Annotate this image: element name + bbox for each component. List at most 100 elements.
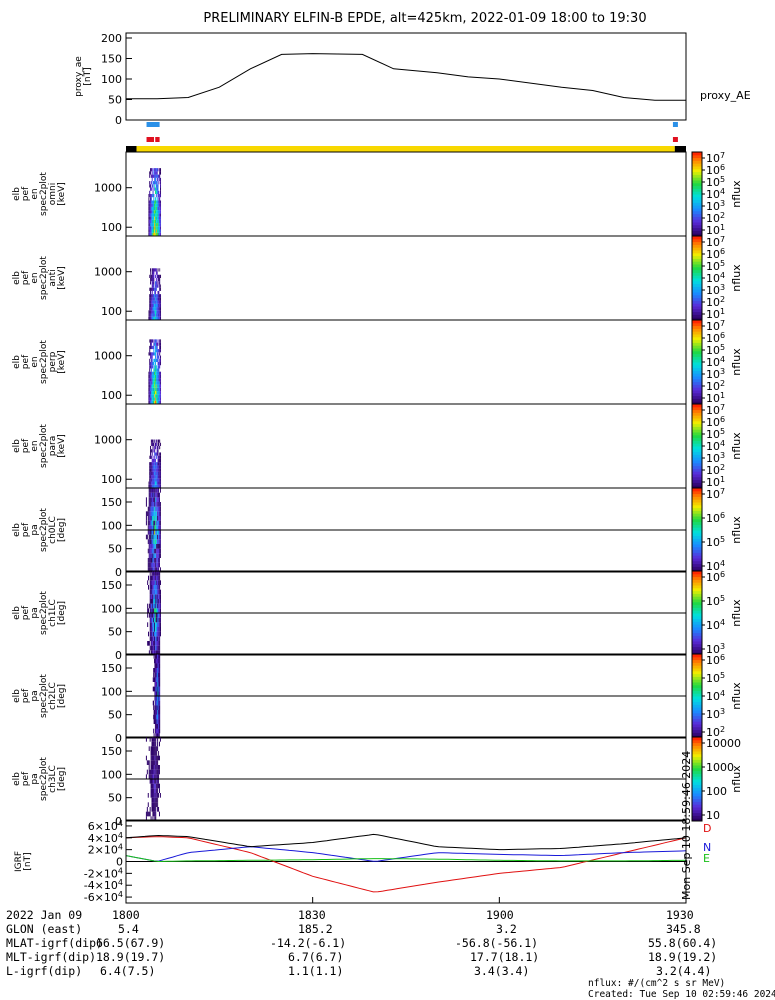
spectrogram-cell	[157, 622, 159, 627]
spectrogram-cell	[157, 339, 159, 343]
colorbar-segment	[692, 255, 702, 259]
spectrogram-cell	[152, 502, 154, 507]
spectrogram-cell	[152, 603, 154, 609]
spectrogram-cell	[152, 313, 154, 317]
spectrogram-cell	[156, 484, 158, 488]
spectrogram-cell	[158, 391, 160, 395]
spectrogram-cell	[150, 497, 152, 502]
spectrogram-cell	[150, 391, 152, 395]
igrf-line-D	[125, 836, 687, 893]
spectrogram-cell	[154, 617, 156, 623]
spectrogram-cell	[159, 362, 161, 366]
colorbar-segment	[692, 311, 702, 315]
spectrogram-cell	[150, 774, 152, 779]
spectrogram-cell	[154, 617, 155, 623]
spectrogram-cell	[156, 617, 158, 623]
spectrogram-cell	[152, 760, 154, 765]
footer-row-name: GLON (east)	[6, 922, 83, 936]
colorbar-segment	[692, 359, 702, 363]
spectrogram-cell	[159, 358, 161, 362]
spectrogram-cell	[150, 575, 152, 581]
spectrogram-cell	[155, 349, 157, 353]
colorbar-segment	[692, 392, 702, 397]
spectrogram-cell	[156, 608, 158, 613]
spectrogram-cell	[155, 303, 157, 308]
spectrogram-cell	[153, 442, 155, 446]
spectrogram-cell	[152, 213, 154, 217]
spectrogram-cell	[155, 465, 157, 469]
spectrogram-cell	[150, 352, 152, 356]
igrf-legend-N: N	[703, 841, 711, 854]
ytick-label: 150	[101, 662, 122, 675]
spectrogram-cell	[147, 567, 149, 572]
spectrogram-cell	[150, 641, 152, 646]
spectrogram-cell	[149, 603, 151, 609]
spectrogram-cell	[159, 219, 161, 224]
spectrogram-cell	[151, 203, 153, 207]
spectrogram-cell	[158, 232, 160, 236]
spectrogram-cell	[157, 797, 159, 803]
spectrogram-cell	[150, 213, 152, 217]
spectrogram-cell	[159, 793, 161, 798]
spectrogram-cell	[154, 506, 156, 512]
spectrogram-cell	[150, 355, 152, 359]
spectrogram-cell	[155, 232, 157, 236]
spectrogram-cell	[158, 206, 160, 211]
spectrogram-cell	[154, 807, 156, 812]
spectrogram-cell	[154, 755, 156, 761]
spectrogram-cell	[158, 575, 160, 581]
panel-ylabel: elb pef pa spec2plot ch0LC [deg]	[12, 508, 67, 552]
spectrogram-cell	[152, 585, 154, 590]
spectrogram-cell	[145, 737, 147, 742]
spectrogram-cell	[159, 580, 161, 585]
spectrogram-cell	[147, 530, 149, 535]
spectrogram-cell	[153, 672, 155, 678]
spectrogram-cell	[158, 387, 160, 392]
spectrogram-cell	[149, 475, 151, 479]
spectrogram-cell	[151, 645, 153, 651]
spectrogram-cell	[158, 197, 160, 201]
spectrogram-cell	[160, 274, 162, 278]
colorbar-tick-label: 102	[706, 725, 725, 739]
spectrogram-cell	[154, 603, 156, 609]
ytick-label: -2×104	[84, 866, 123, 880]
colorbar-segment	[692, 773, 702, 777]
colorbar-segment	[692, 325, 702, 329]
spectrogram-cell	[154, 636, 155, 641]
igrf-ylabel: IGRF [nT]	[14, 851, 33, 872]
ylabel-line: [keV]	[57, 350, 67, 374]
spectrogram-cell	[158, 594, 160, 599]
spectrogram-cell	[155, 232, 157, 236]
spectrogram-cell	[152, 174, 154, 178]
ytick-label: 4×104	[88, 831, 123, 845]
spectrogram-cell	[156, 387, 158, 392]
colorbar-segment	[692, 222, 702, 226]
spectrogram-cell	[155, 539, 157, 544]
spectrogram-cell	[148, 213, 150, 217]
spectrogram-cell	[157, 384, 159, 388]
spectrogram-cell	[154, 303, 156, 308]
spectrogram-cell	[158, 381, 160, 385]
spectrogram-cell	[157, 374, 159, 379]
ylabel-line: [nT]	[23, 852, 33, 870]
panel-ylabel: elb pef pa spec2plot ch1LC [deg]	[12, 591, 67, 635]
colorbar-segment	[692, 759, 702, 763]
spectrogram-cell	[154, 558, 156, 563]
spectrogram-cell	[154, 446, 156, 450]
spectrogram-cell	[157, 362, 159, 366]
colorbar-segment	[692, 718, 702, 722]
spectrogram-cell	[150, 281, 152, 285]
spectrogram-cell	[145, 497, 147, 502]
spectrogram-cell	[151, 585, 153, 590]
spectrogram-cell	[156, 567, 158, 572]
spectrogram-cell	[153, 497, 155, 502]
spectrogram-cell	[153, 345, 155, 350]
spectrogram-cell	[153, 271, 155, 275]
colorbar-segment	[692, 742, 702, 746]
spectrogram-cell	[153, 755, 155, 761]
spectrogram-cell	[148, 539, 150, 544]
spectrogram-cell	[159, 686, 161, 692]
spectrogram-cell	[156, 216, 158, 220]
